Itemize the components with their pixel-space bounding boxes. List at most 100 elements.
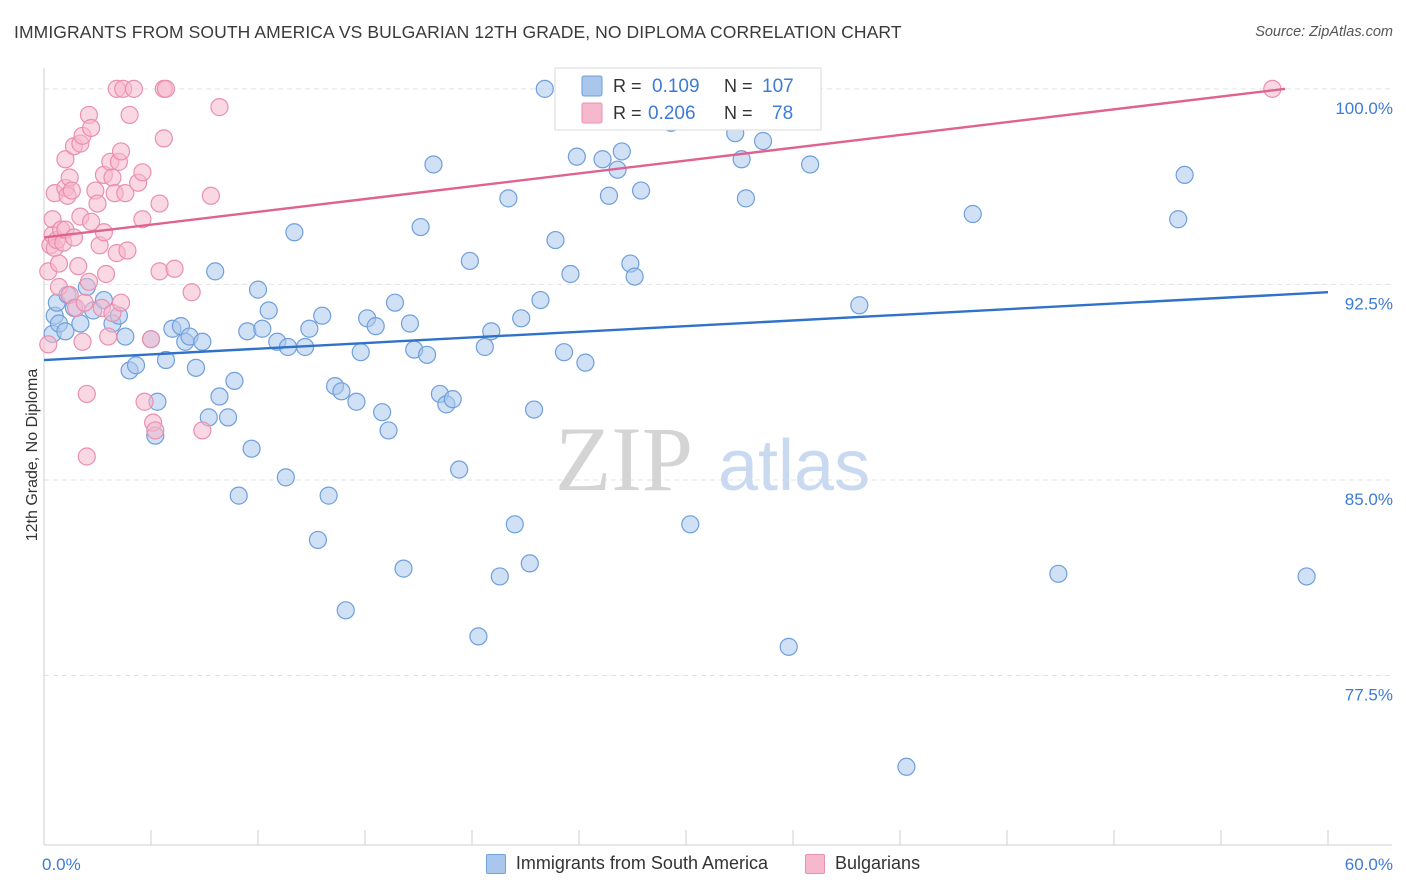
bulgarian-point[interactable] [81, 118, 101, 138]
south-america-point[interactable] [319, 486, 338, 505]
south-america-point[interactable] [524, 400, 544, 419]
bulgarian-point[interactable] [201, 186, 221, 205]
bulgarian-point[interactable] [133, 163, 152, 182]
bulgarian-point[interactable] [99, 327, 118, 346]
south-america-point[interactable] [1169, 210, 1188, 229]
south-america-point[interactable] [206, 262, 225, 281]
bulgarian-point[interactable] [75, 293, 94, 312]
bulgarian-point[interactable] [69, 257, 88, 276]
south-america-point[interactable] [186, 358, 206, 377]
south-america-point[interactable] [424, 155, 443, 174]
south-america-point[interactable] [394, 559, 413, 578]
south-america-point[interactable] [385, 293, 405, 312]
south-america-point[interactable] [351, 343, 370, 362]
south-america-point[interactable] [210, 387, 229, 406]
bulgarian-point[interactable] [156, 79, 176, 98]
south-america-point[interactable] [400, 314, 420, 333]
south-america-point[interactable] [259, 301, 278, 320]
bulgarian-point[interactable] [118, 241, 137, 260]
bulgarian-point[interactable] [150, 194, 169, 213]
bulgarian-point[interactable] [39, 335, 58, 354]
south-america-point[interactable] [520, 554, 539, 573]
south-america-point[interactable] [417, 345, 437, 364]
bulgarian-point[interactable] [88, 194, 107, 213]
south-america-point[interactable] [554, 343, 574, 362]
south-america-point[interactable] [126, 356, 146, 375]
south-america-point[interactable] [512, 309, 531, 328]
south-america-point[interactable] [736, 189, 756, 208]
south-america-point[interactable] [156, 350, 176, 370]
bulgarian-point[interactable] [146, 421, 165, 440]
bulgarian-point[interactable] [64, 228, 84, 247]
south-america-point[interactable] [238, 322, 257, 341]
south-america-point[interactable] [753, 131, 773, 151]
bulgarian-point[interactable] [49, 254, 69, 273]
south-america-point[interactable] [1049, 564, 1068, 583]
bulgarian-point[interactable] [182, 283, 201, 302]
south-america-point[interactable] [300, 319, 319, 338]
south-america-point[interactable] [308, 530, 328, 550]
south-america-point[interactable] [450, 460, 469, 479]
south-america-point[interactable] [850, 296, 869, 315]
south-america-point[interactable] [897, 757, 916, 776]
south-america-point[interactable] [631, 181, 651, 200]
bulgarian-point[interactable] [103, 168, 122, 187]
south-america-point[interactable] [561, 264, 580, 284]
south-america-point[interactable] [347, 392, 366, 411]
bulgarian-point[interactable] [77, 447, 96, 466]
south-america-point[interactable] [475, 337, 494, 357]
legend-item-bulgarians[interactable]: Bulgarians [805, 853, 920, 874]
south-america-point[interactable] [336, 601, 355, 620]
south-america-point[interactable] [576, 353, 595, 372]
bulgarian-point[interactable] [150, 262, 169, 281]
south-america-point[interactable] [1175, 165, 1194, 185]
south-america-point[interactable] [460, 251, 479, 271]
bulgarian-point[interactable] [111, 293, 131, 312]
south-america-point[interactable] [56, 322, 75, 341]
south-america-point[interactable] [443, 390, 462, 409]
south-america-point[interactable] [332, 382, 351, 401]
south-america-point[interactable] [248, 280, 268, 299]
bulgarian-point[interactable] [193, 421, 212, 440]
bulgarian-point[interactable] [133, 210, 152, 229]
bulgarian-point[interactable] [79, 272, 99, 291]
south-america-point[interactable] [253, 319, 272, 338]
south-america-point[interactable] [625, 267, 644, 286]
south-america-point[interactable] [71, 314, 90, 333]
bulgarian-point[interactable] [96, 264, 116, 284]
bulgarian-point[interactable] [77, 384, 96, 404]
south-america-point[interactable] [499, 189, 518, 208]
south-america-point[interactable] [313, 306, 332, 325]
south-america-point[interactable] [225, 371, 244, 390]
south-america-point[interactable] [242, 439, 261, 458]
south-america-point[interactable] [531, 290, 550, 310]
south-america-point[interactable] [379, 421, 398, 440]
bulgarian-point[interactable] [154, 129, 173, 148]
bulgarian-point[interactable] [210, 98, 229, 117]
south-america-point[interactable] [116, 327, 135, 346]
south-america-point[interactable] [963, 204, 982, 224]
south-america-point[interactable] [612, 142, 631, 161]
legend-item-south-america[interactable]: Immigrants from South America [485, 853, 768, 874]
south-america-point[interactable] [535, 79, 554, 98]
bulgarian-point[interactable] [135, 392, 154, 411]
south-america-point[interactable] [276, 468, 295, 487]
bulgarian-point[interactable] [120, 105, 139, 125]
south-america-point[interactable] [593, 150, 612, 169]
south-america-point[interactable] [218, 408, 238, 427]
bulgarian-point[interactable] [165, 259, 184, 278]
south-america-point[interactable] [469, 627, 488, 646]
bulgarian-point[interactable] [62, 181, 81, 200]
bulgarian-point[interactable] [81, 212, 101, 231]
south-america-point[interactable] [490, 567, 509, 586]
bulgarian-point[interactable] [111, 142, 131, 161]
bulgarian-point[interactable] [56, 150, 75, 169]
south-america-point[interactable] [1297, 567, 1316, 586]
bulgarian-point[interactable] [141, 330, 161, 349]
south-america-point[interactable] [801, 155, 820, 174]
south-america-point[interactable] [229, 486, 248, 505]
south-america-point[interactable] [681, 515, 700, 534]
south-america-point[interactable] [411, 217, 430, 237]
bulgarian-point[interactable] [116, 184, 135, 203]
south-america-point[interactable] [366, 317, 385, 336]
